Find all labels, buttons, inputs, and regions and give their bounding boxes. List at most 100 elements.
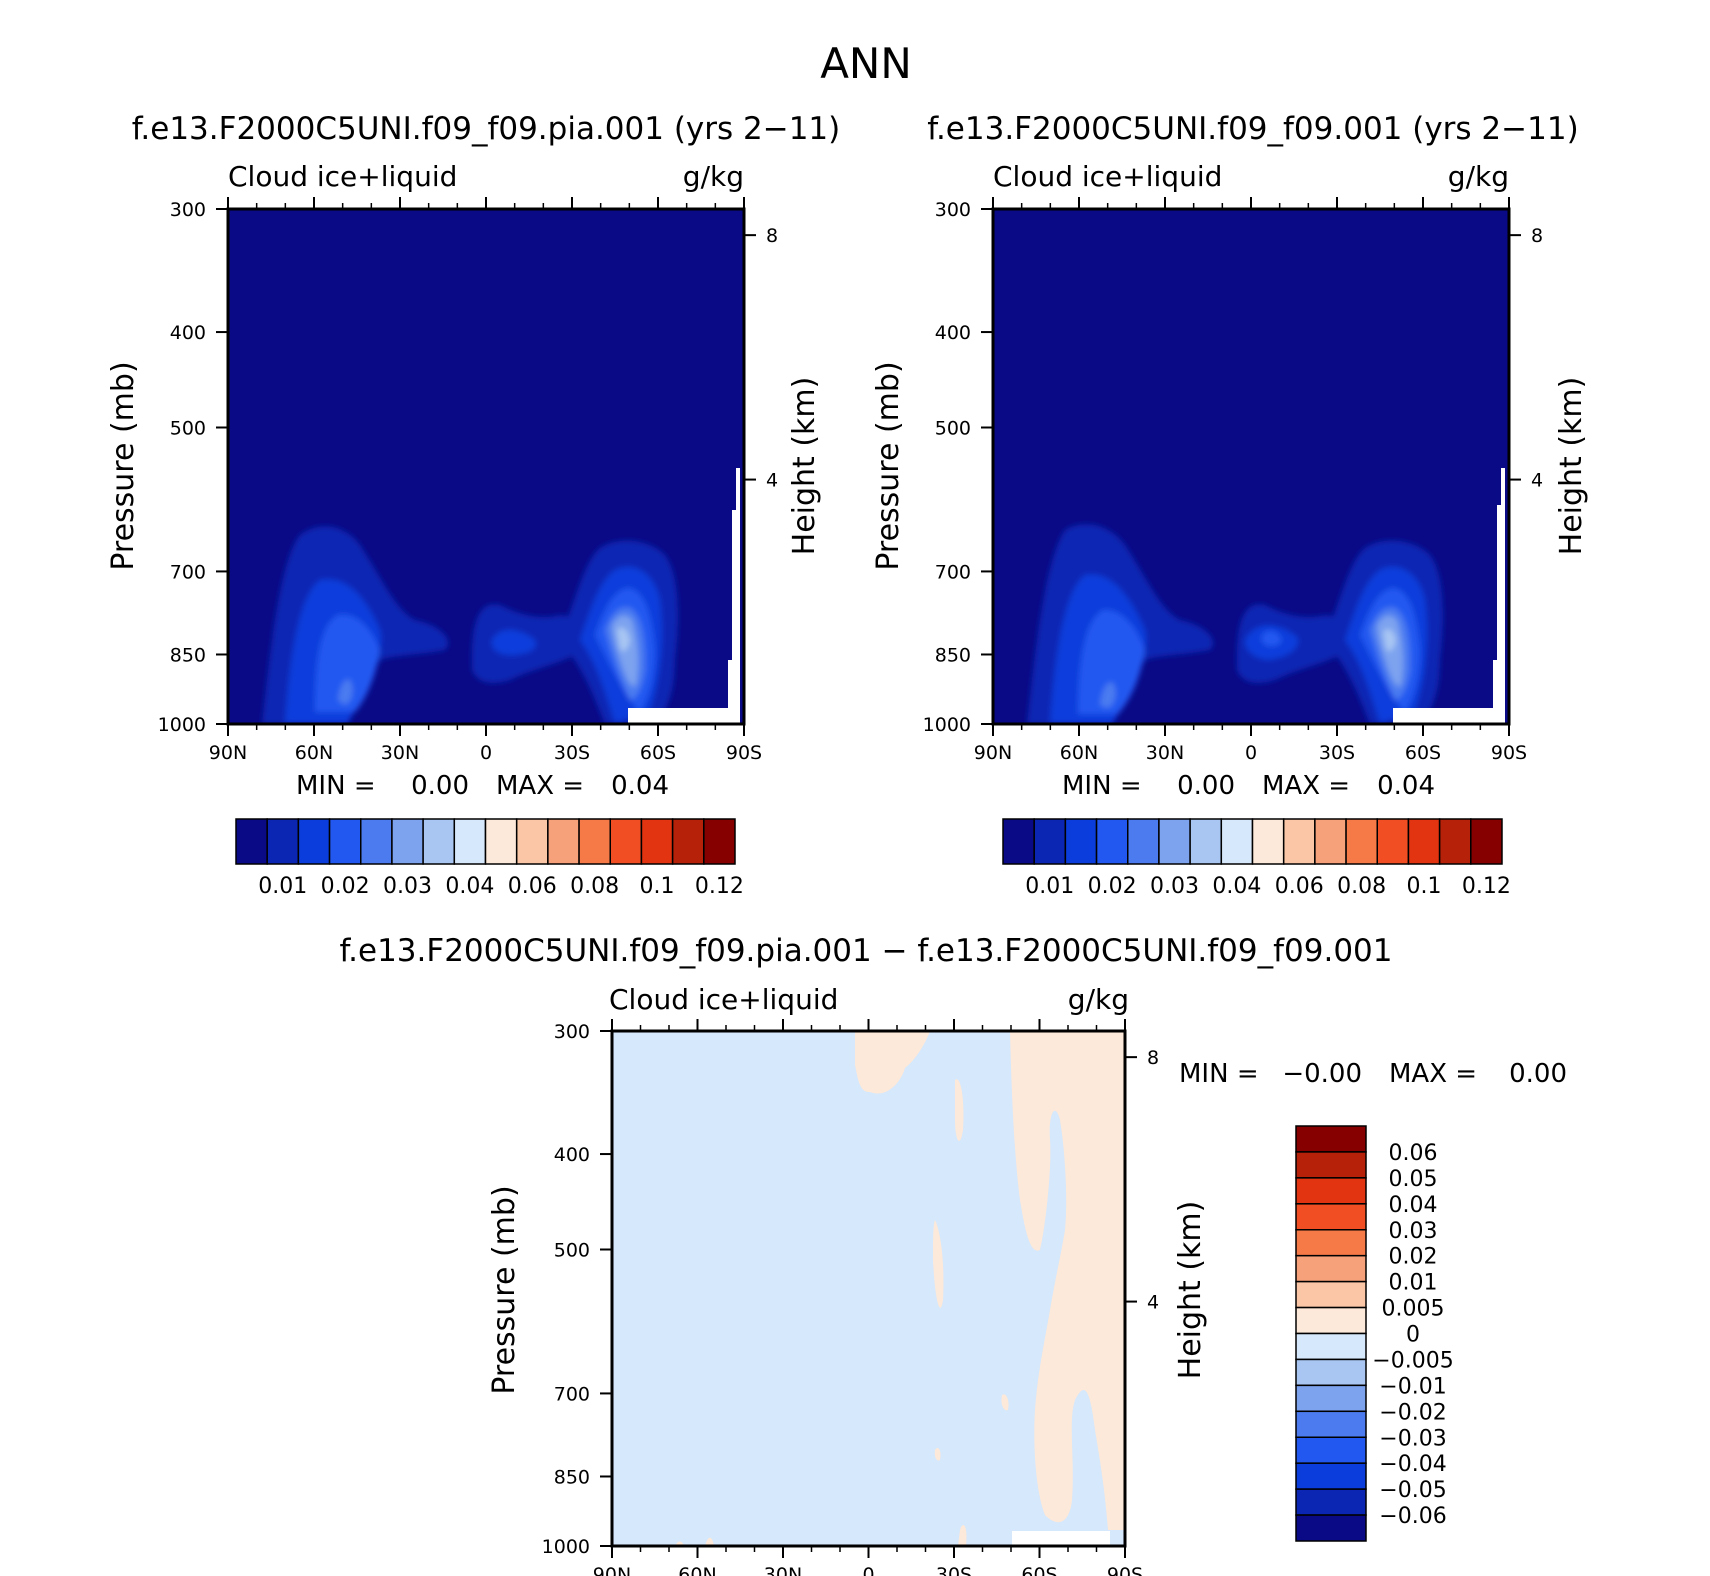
x-tick-label: 90N	[593, 1564, 631, 1576]
colorbar-label: 0.02	[1389, 1245, 1438, 1270]
missing-data	[1012, 1531, 1110, 1546]
x-tick-label: 60S	[1405, 742, 1441, 764]
colorbar-label: 0.06	[1389, 1141, 1438, 1166]
colorbar-box	[1002, 818, 1035, 865]
min-label: MIN =	[1062, 771, 1142, 801]
positive-region	[1030, 1049, 1039, 1089]
max-value: 0.04	[611, 771, 669, 801]
colorbar-box	[484, 818, 518, 865]
contour-level-0.04	[338, 679, 353, 705]
colorbar-box	[1438, 818, 1472, 865]
colorbar-label: 0.08	[1337, 874, 1386, 899]
contour-level-0.08	[1383, 628, 1396, 652]
y-axis-label: Pressure (mb)	[106, 361, 141, 570]
colorbar-box	[266, 818, 300, 865]
positive-region	[1010, 1031, 1125, 1530]
colorbar-box	[1295, 1229, 1367, 1257]
right-string: g/kg	[1448, 160, 1509, 193]
panel-control-case: f.e13.F2000C5UNI.f09_f09.001 (yrs 2−11) …	[871, 111, 1589, 899]
x-tick-label: 0	[862, 1564, 874, 1576]
colorbar-box	[1295, 1514, 1367, 1542]
colorbar-box	[515, 818, 549, 865]
colorbar-box	[1295, 1462, 1367, 1490]
y-tick-label: 1000	[542, 1536, 590, 1558]
y-tick-label: 400	[170, 322, 206, 344]
panel-title: f.e13.F2000C5UNI.f09_f09.pia.001 − f.e13…	[339, 933, 1392, 969]
positive-region	[705, 1537, 714, 1546]
colorbar-box	[609, 818, 643, 865]
colorbar-box	[1295, 1410, 1367, 1438]
colorbar-label: 0.02	[1088, 874, 1137, 899]
colorbar-label: −0.06	[1379, 1504, 1446, 1529]
contour-level-0.02	[491, 629, 536, 655]
y2-tick-label: 8	[1531, 225, 1543, 247]
x-tick-label: 30S	[1319, 742, 1355, 764]
colorbar-box	[640, 818, 674, 865]
y-tick-label: 1000	[158, 714, 206, 736]
colorbar-box	[391, 818, 424, 865]
y-tick-label: 500	[935, 418, 971, 440]
colorbar-label: 0.12	[1462, 874, 1511, 899]
colorbar-box	[1407, 818, 1441, 865]
right-string: g/kg	[683, 160, 744, 193]
missing-data	[1393, 468, 1505, 724]
x-tick-label: 60S	[1021, 1564, 1057, 1576]
contour-field	[612, 1031, 1125, 1546]
colorbar-box	[1033, 818, 1067, 865]
colorbar-label: 0.01	[1025, 874, 1074, 899]
left-string: Cloud ice+liquid	[228, 160, 457, 193]
colorbar-label: 0.04	[1212, 874, 1261, 899]
max-value: 0.04	[1377, 771, 1435, 801]
colorbar-box	[1295, 1177, 1367, 1205]
colorbar: 0.01 0.02 0.03 0.04 0.06 0.08 0.1 0.12	[235, 818, 744, 899]
x-tick-label: 0	[1245, 742, 1257, 764]
x-tick-label: 90S	[1491, 742, 1527, 764]
contour-level-0.03	[1262, 630, 1282, 647]
x-tick-label: 60S	[640, 742, 676, 764]
y-tick-label: 300	[935, 199, 971, 221]
colorbar-label: 0.12	[695, 874, 744, 899]
x-tick-label: 60N	[678, 1564, 716, 1576]
colorbar-box	[578, 818, 611, 865]
colorbar-box	[1158, 818, 1191, 865]
colorbar-label: 0.01	[1389, 1271, 1438, 1296]
y2-axis-label: Height (km)	[1554, 377, 1589, 556]
panel-test-case: f.e13.F2000C5UNI.f09_f09.pia.001 (yrs 2−…	[106, 111, 840, 899]
x-tick-label: 90S	[726, 742, 762, 764]
y-axis-label: Pressure (mb)	[871, 361, 906, 570]
min-label: MIN =	[1179, 1059, 1259, 1089]
y-tick-label: 500	[554, 1240, 590, 1262]
min-value: 0.00	[1177, 771, 1235, 801]
positive-region	[958, 1525, 967, 1546]
colorbar-label: −0.005	[1372, 1348, 1453, 1373]
y-tick-label: 300	[170, 199, 206, 221]
colorbar-label: 0.03	[1150, 874, 1199, 899]
y2-tick-label: 8	[766, 225, 778, 247]
colorbar-label: −0.02	[1379, 1400, 1446, 1425]
colorbar-box	[1095, 818, 1129, 865]
positive-region	[933, 1220, 944, 1308]
positive-region	[855, 1031, 930, 1094]
colorbar-box	[1376, 818, 1410, 865]
figure-title: ANN	[820, 39, 912, 88]
x-tick-label: 30N	[1146, 742, 1184, 764]
contour-level-0.03	[1078, 609, 1145, 714]
y-tick-label: 850	[170, 644, 206, 666]
y2-axis-label: Height (km)	[1173, 1201, 1208, 1380]
min-label: MIN =	[296, 771, 376, 801]
x-tick-label: 90S	[1107, 1564, 1143, 1576]
x-tick-label: 30S	[936, 1564, 972, 1576]
colorbar-box	[703, 818, 736, 865]
colorbar-label: 0.05	[1389, 1167, 1438, 1192]
colorbar-box	[547, 818, 580, 865]
y-axis-label: Pressure (mb)	[487, 1185, 522, 1394]
min-value: −0.00	[1282, 1059, 1362, 1089]
y-tick-label: 300	[554, 1021, 590, 1043]
y-tick-label: 700	[935, 561, 971, 583]
colorbar-box	[1295, 1488, 1367, 1516]
panel-difference: f.e13.F2000C5UNI.f09_f09.pia.001 − f.e13…	[339, 933, 1567, 1576]
colorbar-box	[235, 818, 268, 865]
x-tick-label: 90N	[974, 742, 1012, 764]
colorbar-box	[1470, 818, 1503, 865]
colorbar-label: 0.1	[640, 874, 675, 899]
